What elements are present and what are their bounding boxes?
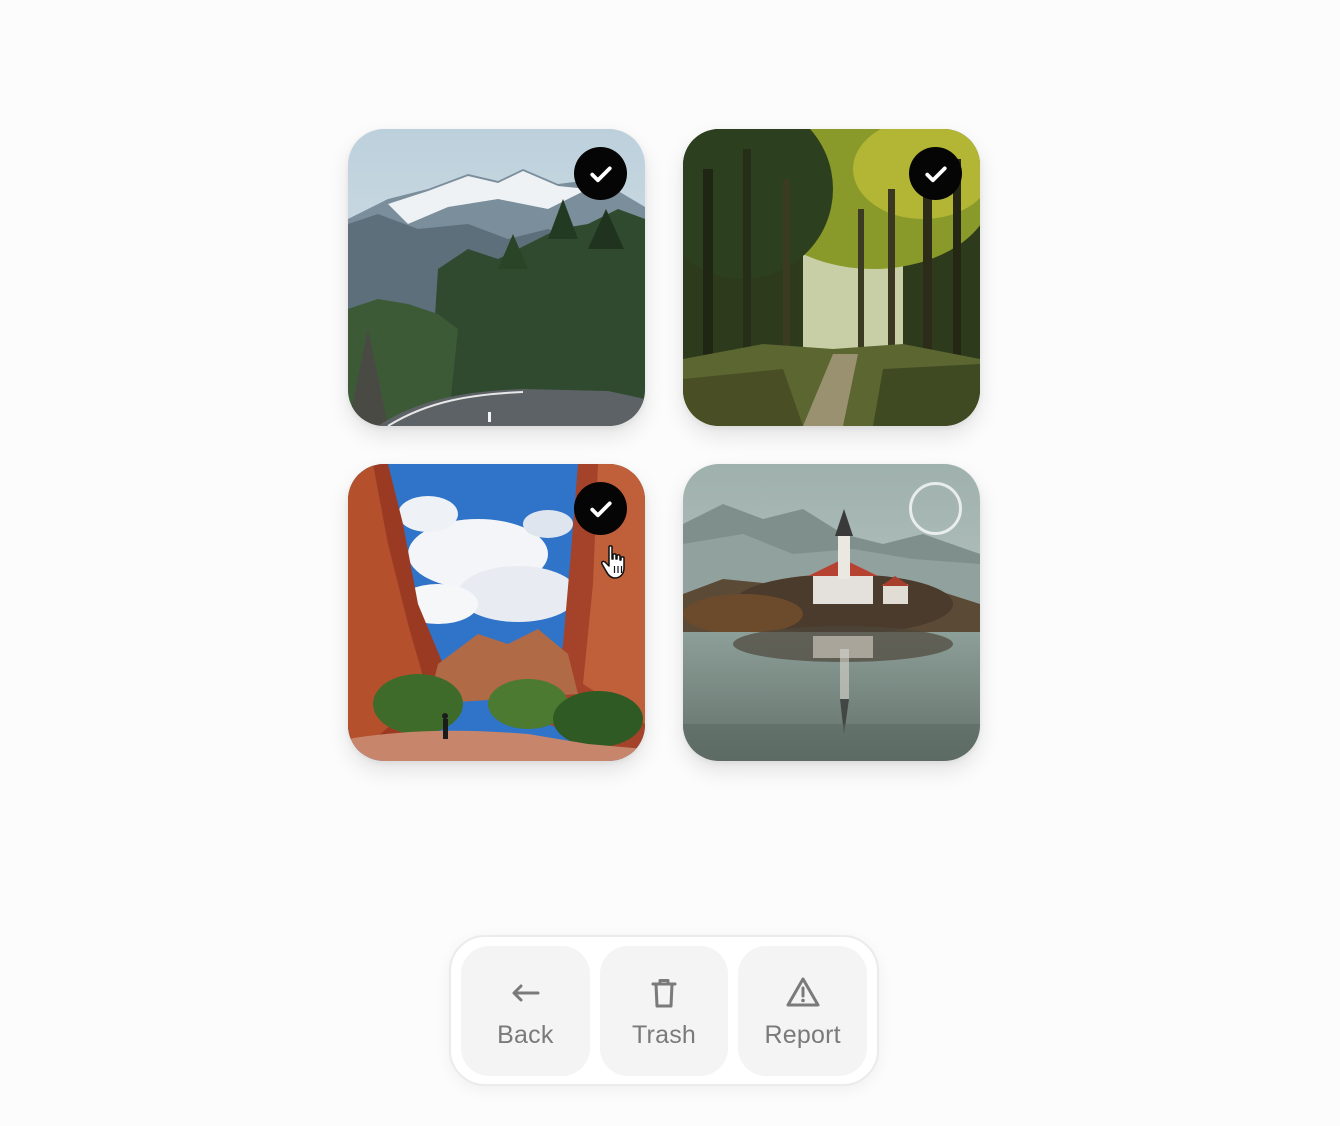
photo-tile-forest-path[interactable] — [683, 129, 980, 426]
report-button[interactable]: Report — [738, 945, 868, 1076]
arrow-left-icon — [512, 984, 540, 1002]
trash-label: Trash — [632, 1021, 696, 1049]
photo-tile-lake-church[interactable] — [683, 464, 980, 761]
back-label: Back — [497, 1021, 554, 1049]
trash-icon — [651, 979, 677, 1008]
photo-grid — [348, 129, 981, 761]
photo-tile-mountain-road[interactable] — [348, 129, 645, 426]
back-button[interactable]: Back — [461, 945, 590, 1076]
report-label: Report — [764, 1021, 841, 1049]
action-toolbar: Back Trash Report — [449, 935, 879, 1086]
selected-check-icon[interactable] — [574, 482, 627, 535]
selected-check-icon[interactable] — [909, 147, 962, 200]
trash-button[interactable]: Trash — [599, 945, 729, 1076]
warning-icon — [786, 977, 820, 1007]
selected-check-icon[interactable] — [574, 147, 627, 200]
lake-church-photo — [683, 464, 980, 761]
unselected-circle-icon[interactable] — [909, 482, 962, 535]
photo-tile-red-canyon[interactable] — [348, 464, 645, 761]
